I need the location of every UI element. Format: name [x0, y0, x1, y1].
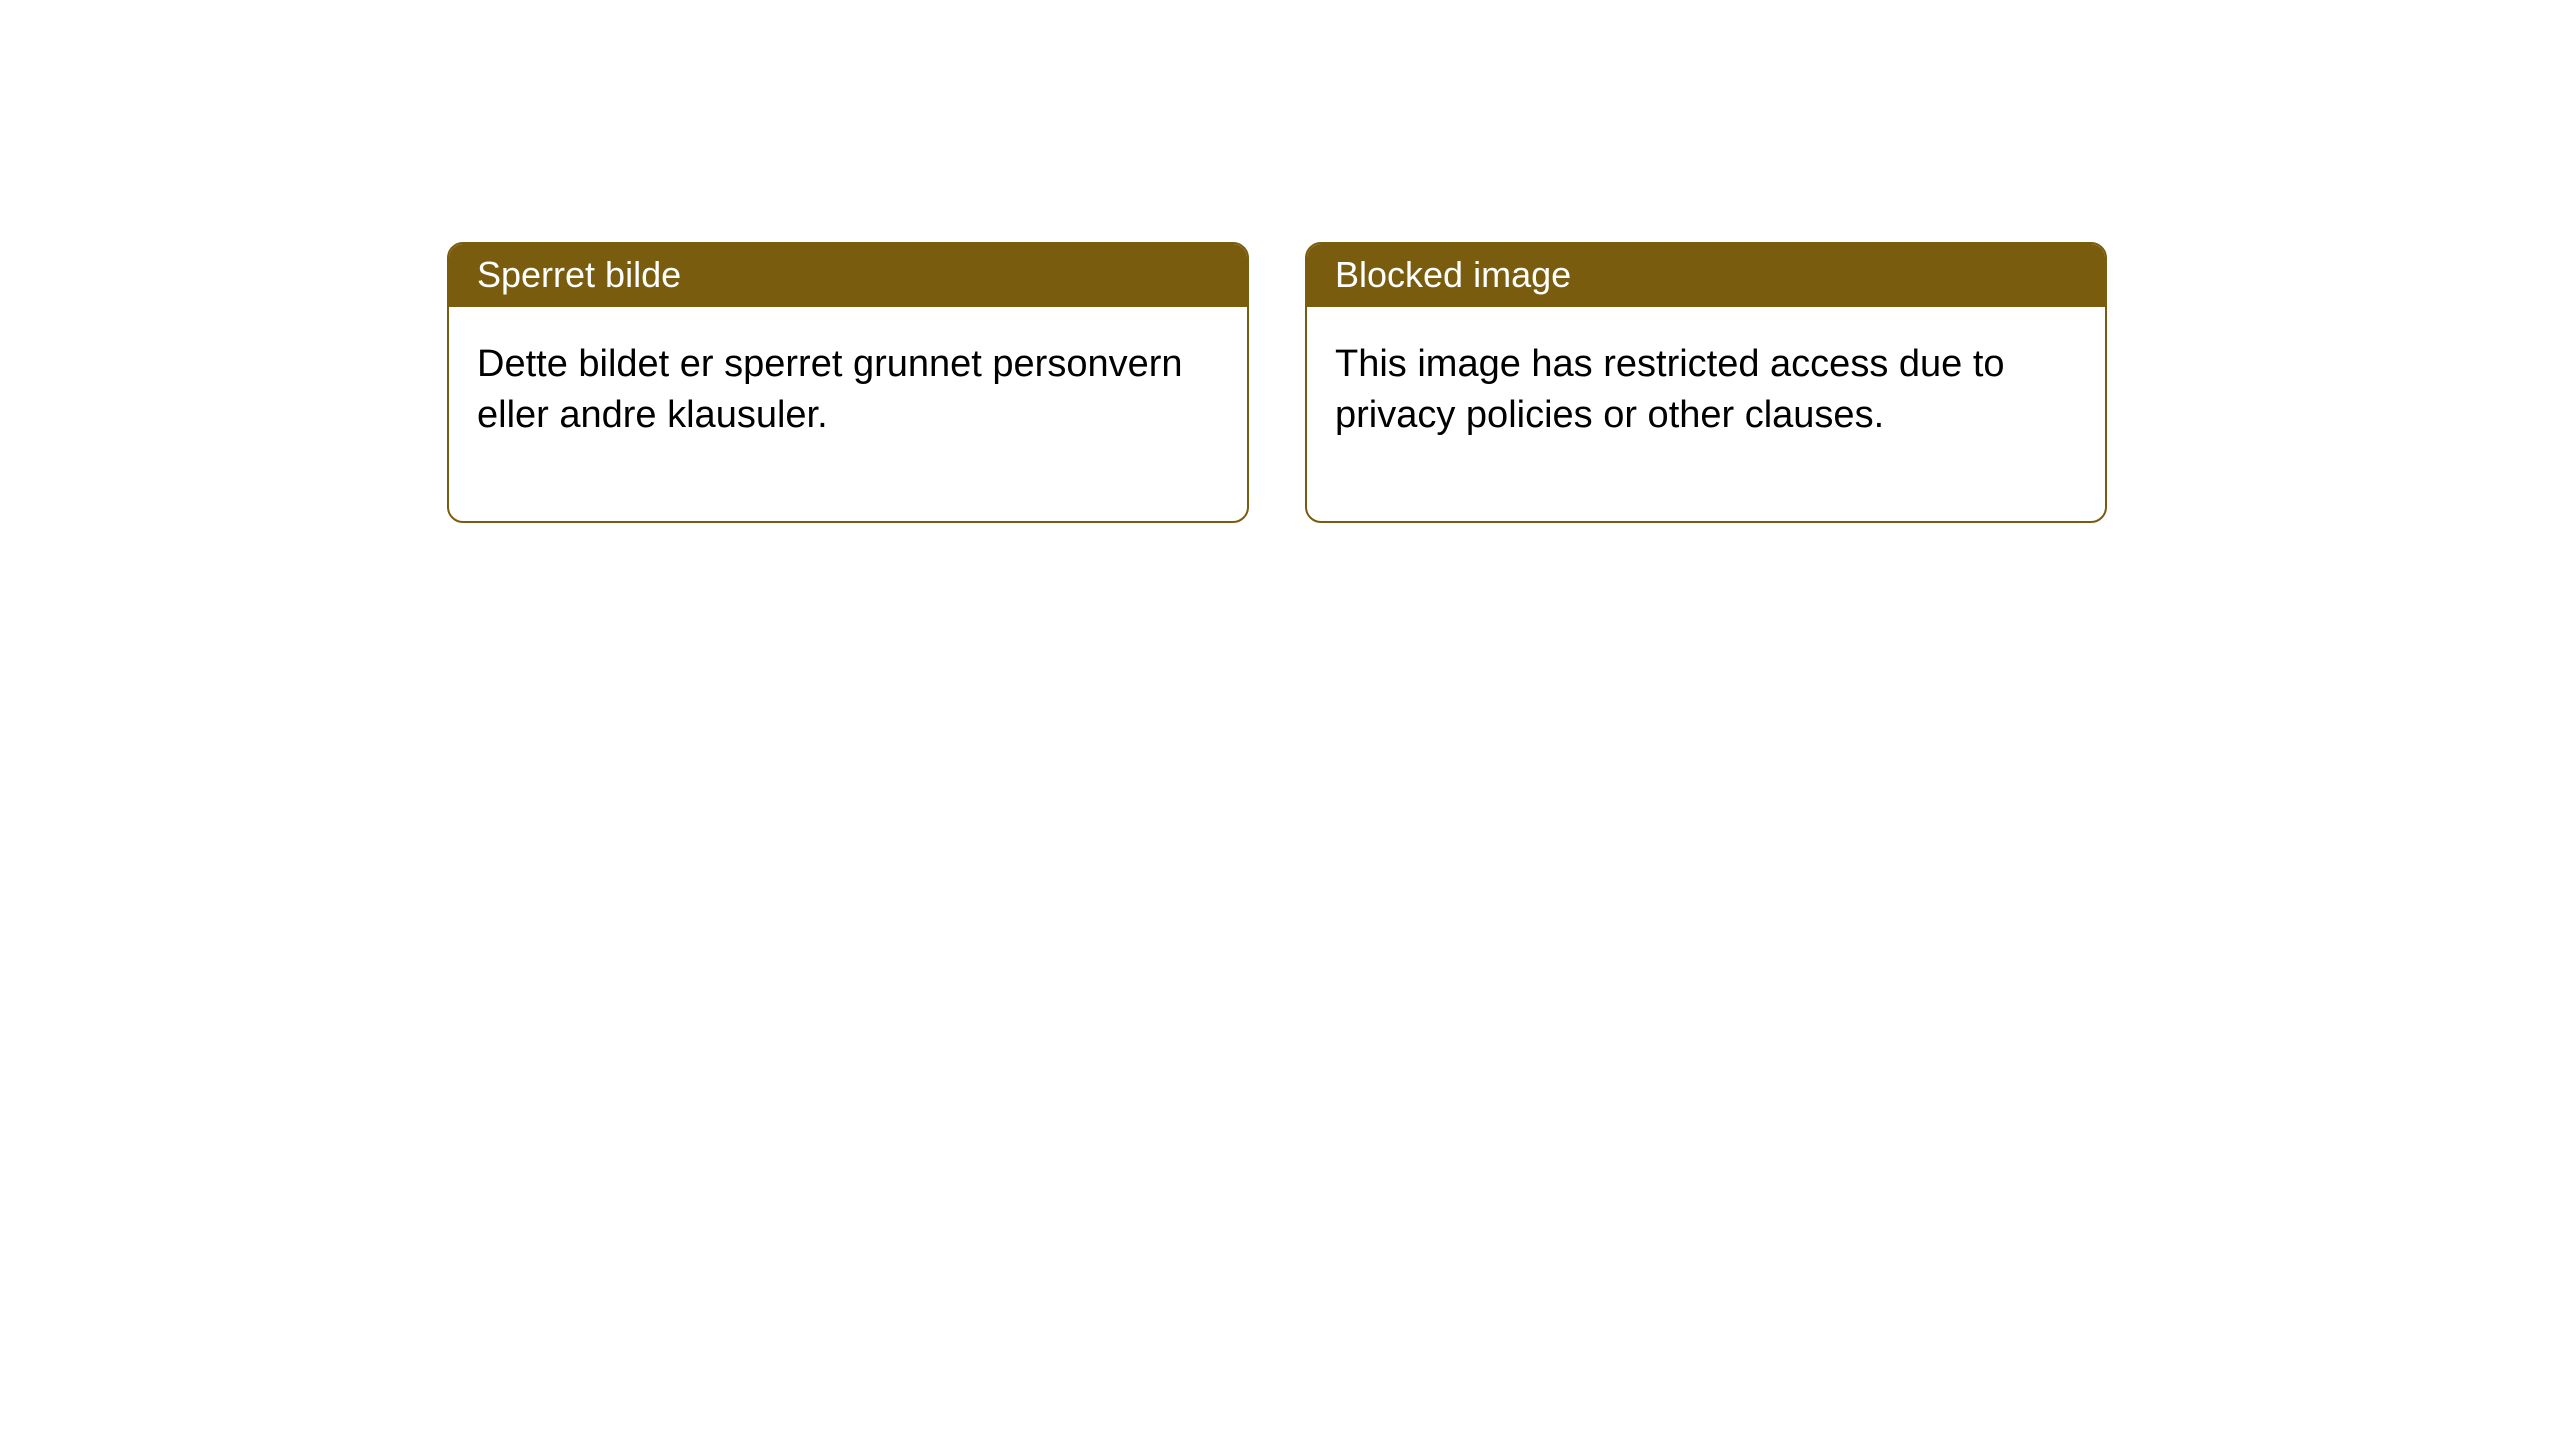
- notice-card-norwegian: Sperret bilde Dette bildet er sperret gr…: [447, 242, 1249, 523]
- notice-title: Sperret bilde: [449, 244, 1247, 307]
- notice-container: Sperret bilde Dette bildet er sperret gr…: [447, 242, 2107, 523]
- notice-card-english: Blocked image This image has restricted …: [1305, 242, 2107, 523]
- notice-body-text: This image has restricted access due to …: [1307, 307, 2105, 522]
- notice-body-text: Dette bildet er sperret grunnet personve…: [449, 307, 1247, 522]
- notice-title: Blocked image: [1307, 244, 2105, 307]
